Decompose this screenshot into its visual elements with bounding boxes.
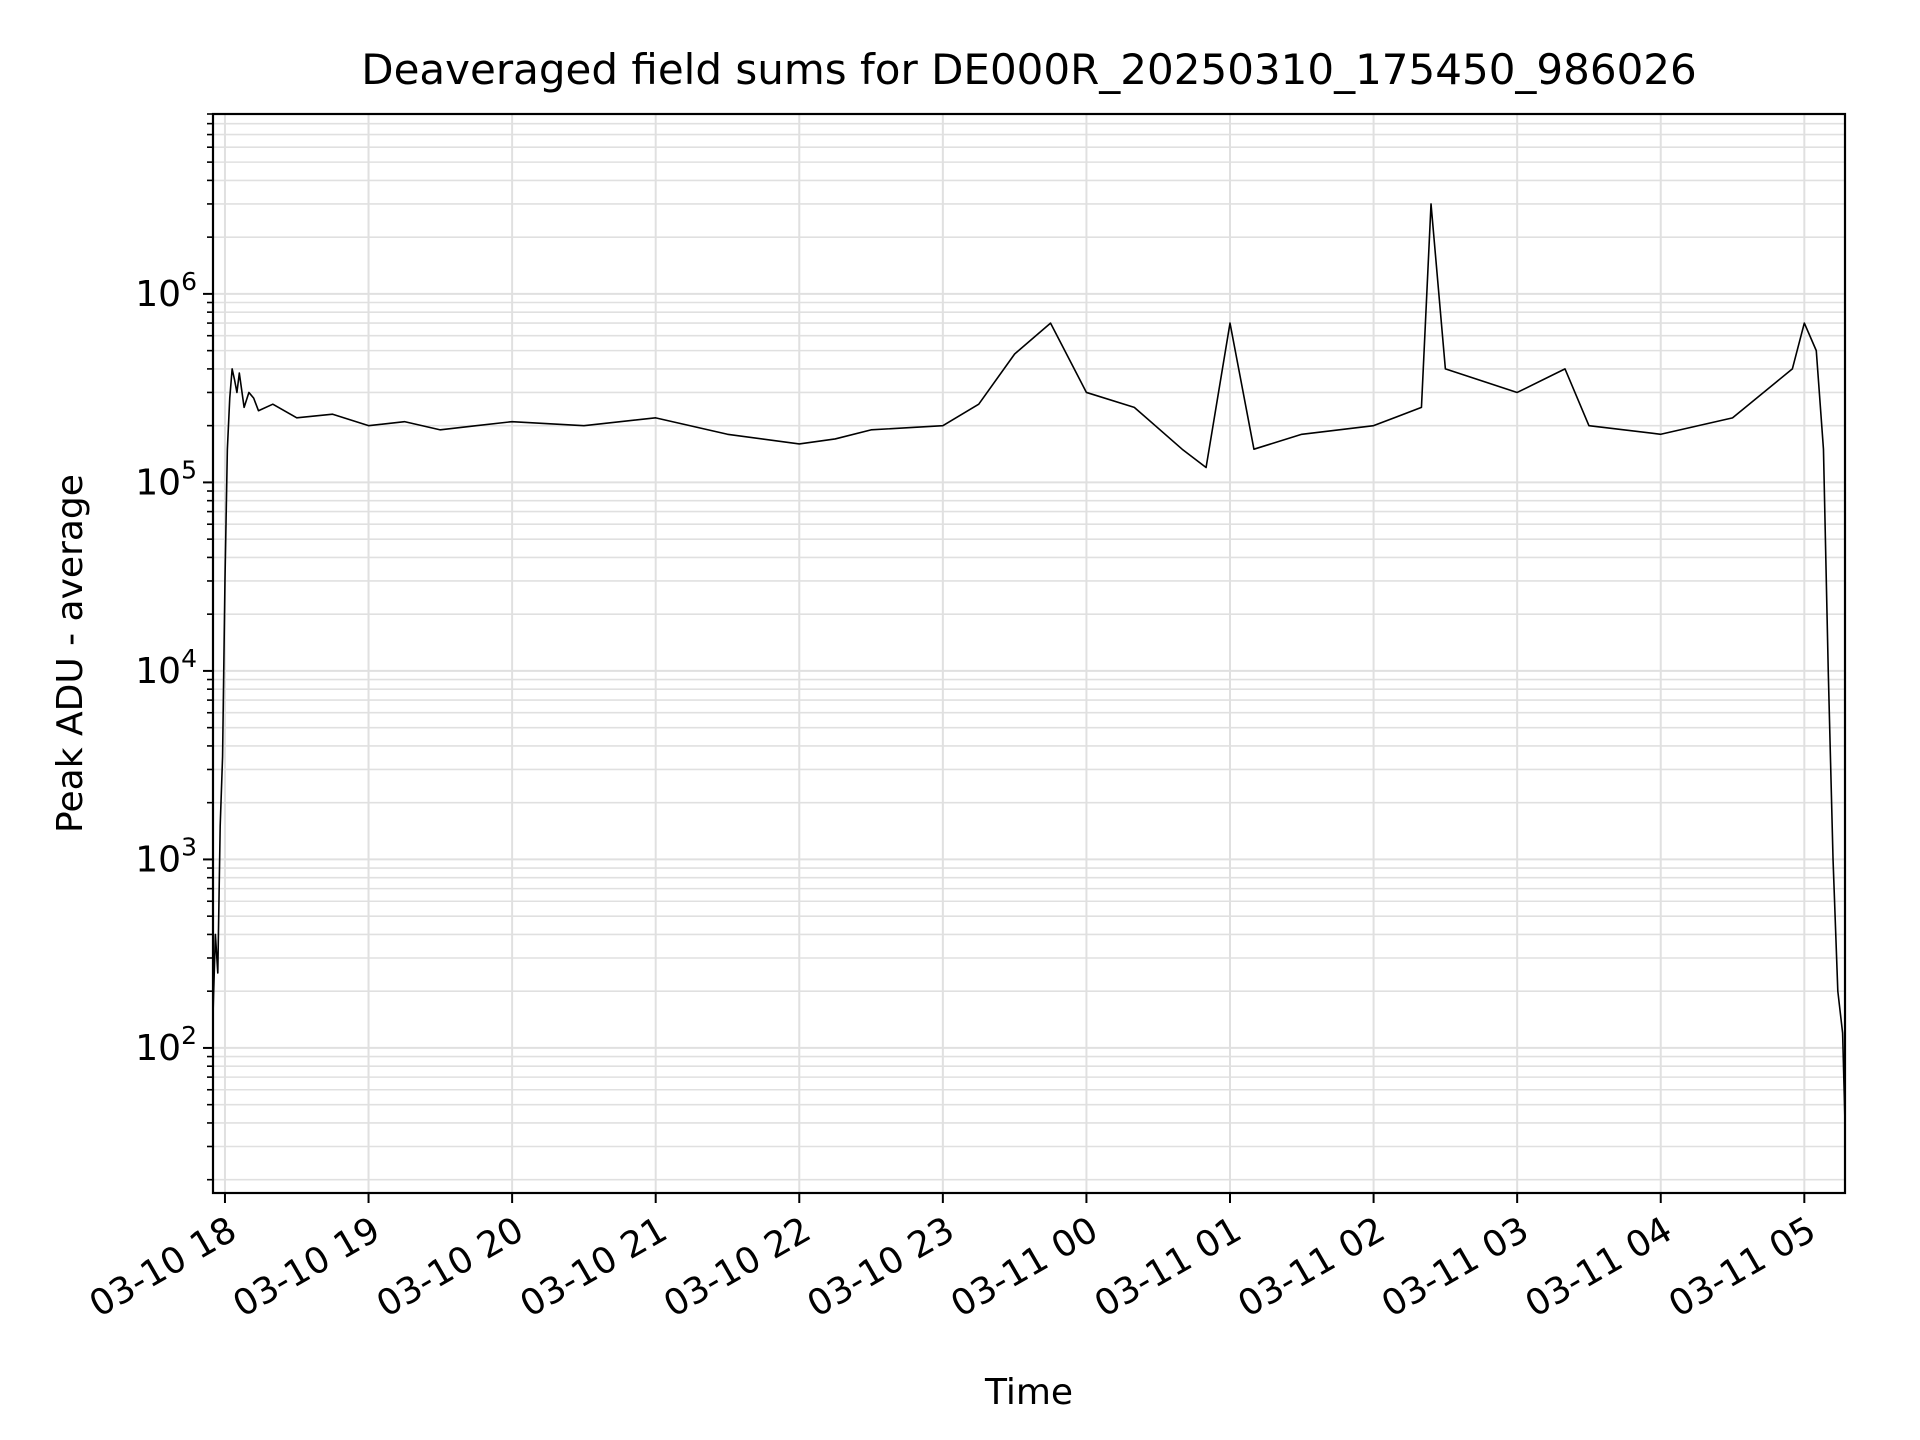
y-axis-label: Peak ADU - average [50, 474, 91, 833]
y-tick-label: 102 [135, 1021, 197, 1069]
y-tick-label-base: 10 [135, 274, 181, 315]
grid [213, 113, 1845, 1193]
y-tick-label-base: 10 [135, 651, 181, 692]
series-line [212, 203, 1846, 1123]
y-tick-label: 106 [135, 267, 197, 315]
y-tick-label-exponent: 2 [181, 1021, 197, 1050]
plot-frame [211, 112, 1847, 1195]
y-tick-label-base: 10 [135, 839, 181, 880]
y-tick-label-base: 10 [135, 462, 181, 503]
y-tick-label-exponent: 4 [181, 644, 197, 673]
y-tick-label-base: 10 [135, 1028, 181, 1069]
y-tick-label-exponent: 5 [181, 455, 197, 484]
y-tick-label-exponent: 6 [181, 267, 197, 296]
series-line-group [212, 203, 1846, 1123]
y-tick-label: 104 [135, 644, 197, 692]
chart-title: Deaveraged field sums for DE000R_2025031… [361, 45, 1697, 94]
y-tick-label: 105 [135, 455, 197, 503]
y-tick-label: 103 [135, 832, 197, 880]
x-axis-label: Time [984, 1372, 1073, 1413]
y-tick-label-exponent: 3 [181, 832, 197, 861]
